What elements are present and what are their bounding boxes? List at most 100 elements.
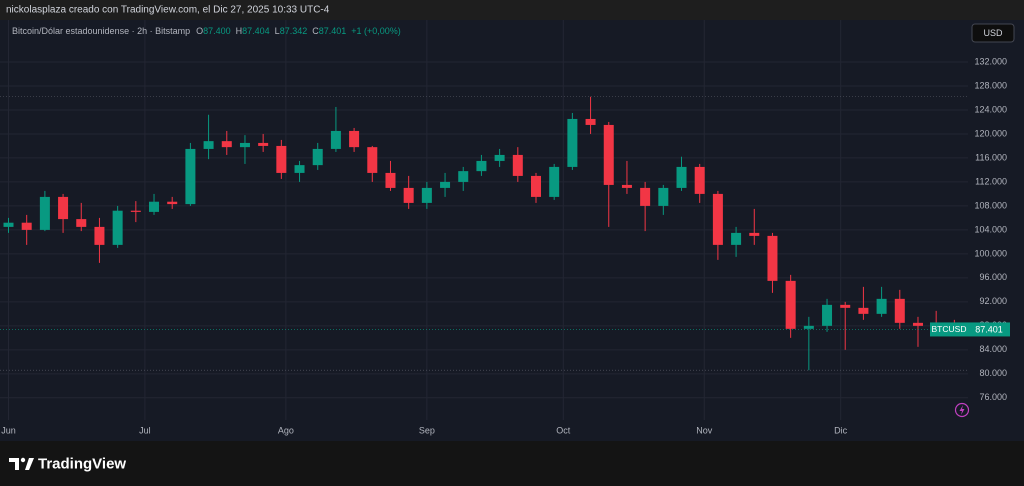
candle-body xyxy=(167,201,178,205)
candle-body xyxy=(276,145,287,173)
x-tick-label: Sep xyxy=(419,425,435,435)
candle-body xyxy=(585,118,596,125)
symbol: Bitcoin/Dólar estadounidense · 2h · Bits… xyxy=(12,26,190,36)
chart-panel xyxy=(0,20,1024,441)
candle-body xyxy=(621,184,632,188)
y-tick-label: 108.000 xyxy=(974,200,1007,210)
x-tick-label: Dic xyxy=(834,425,847,435)
currency-label: USD xyxy=(983,28,1003,38)
candle-body xyxy=(731,232,742,245)
y-tick-label: 76.000 xyxy=(979,392,1007,402)
candle-body xyxy=(712,193,723,245)
candle-body xyxy=(440,181,451,188)
candle-body xyxy=(658,187,669,206)
logo-dot xyxy=(20,457,26,463)
candle-body xyxy=(258,142,269,146)
alert-icon[interactable] xyxy=(954,402,970,418)
candle-body xyxy=(385,172,396,188)
h-label: H xyxy=(236,26,243,36)
footer xyxy=(0,441,1024,486)
candle-body xyxy=(749,232,760,236)
candle-body xyxy=(476,160,487,172)
candle-body xyxy=(330,130,341,149)
candle-body xyxy=(458,171,469,182)
candle-body xyxy=(912,322,923,326)
candle-body xyxy=(21,222,32,230)
currency-button[interactable] xyxy=(971,23,1015,43)
candle-body xyxy=(640,187,651,206)
x-tick-label: Jul xyxy=(139,425,151,435)
candle-body xyxy=(39,196,50,230)
candle-body xyxy=(421,187,432,203)
candle-body xyxy=(676,166,687,188)
candle-body xyxy=(603,124,614,185)
candle-body xyxy=(349,130,360,148)
x-tick-label: Oct xyxy=(556,425,571,435)
y-tick-label: 128.000 xyxy=(974,80,1007,90)
o-value: 87.400 xyxy=(203,26,231,36)
last-price-value: 87.401 xyxy=(975,324,1003,334)
candle-body xyxy=(130,210,141,212)
candle-body xyxy=(58,196,69,220)
candle-body xyxy=(822,304,833,326)
c-label: C xyxy=(312,26,319,36)
last-price-name-box xyxy=(930,322,968,337)
candle-body xyxy=(294,165,305,173)
candle-body xyxy=(694,166,705,194)
candle-body xyxy=(3,222,14,227)
candle-body xyxy=(494,154,505,161)
candle-body xyxy=(76,219,87,227)
candle-body xyxy=(203,141,214,149)
o-label: O xyxy=(196,26,203,36)
brand-name: TradingView xyxy=(38,455,126,472)
h-value: 87.404 xyxy=(242,26,270,36)
y-tick-label: 124.000 xyxy=(974,104,1007,114)
candle-body xyxy=(221,141,232,148)
candle-body xyxy=(785,280,796,329)
y-tick-label: 116.000 xyxy=(975,152,1007,162)
candle-body xyxy=(149,201,160,212)
plot-area: 76.00080.00084.00088.00092.00096.000100.… xyxy=(0,20,1010,435)
candle-body xyxy=(876,298,887,314)
brand-logo xyxy=(9,457,34,470)
last-price-name: BTCUSD xyxy=(932,324,967,334)
legend-symbol: Bitcoin/Dólar estadounidense · 2h · Bits… xyxy=(12,26,401,36)
candle-body xyxy=(239,142,250,148)
y-tick-label: 100.000 xyxy=(974,248,1007,258)
logo-part xyxy=(9,458,19,470)
y-tick-label: 96.000 xyxy=(979,272,1007,282)
y-tick-label: 92.000 xyxy=(979,296,1007,306)
alert-bolt xyxy=(959,405,965,415)
logo-part xyxy=(25,458,34,470)
l-value: 87.342 xyxy=(280,26,308,36)
candle-body xyxy=(549,166,560,197)
y-tick-label: 112.000 xyxy=(975,176,1007,186)
candle-body xyxy=(840,304,851,308)
header-text: nickolasplaza creado con TradingView.com… xyxy=(6,5,330,16)
y-tick-label: 80.000 xyxy=(979,368,1007,378)
candle-body xyxy=(512,154,523,176)
candle-body xyxy=(767,235,778,281)
candle-body xyxy=(403,187,414,203)
x-tick-label: Ago xyxy=(278,425,294,435)
y-tick-label: 120.000 xyxy=(974,128,1007,138)
l-label: L xyxy=(275,26,280,36)
c-value: 87.401 xyxy=(319,26,347,36)
y-tick-label: 84.000 xyxy=(979,344,1007,354)
candle-body xyxy=(567,118,578,167)
candle-body xyxy=(112,210,123,245)
candle-body xyxy=(312,148,323,166)
y-tick-label: 132.000 xyxy=(974,56,1007,66)
y-tick-label: 104.000 xyxy=(974,224,1007,234)
x-tick-label: Nov xyxy=(696,425,713,435)
candle-body xyxy=(858,307,869,314)
candle-body xyxy=(530,175,541,197)
candle-body xyxy=(185,148,196,205)
candle-body xyxy=(94,226,105,245)
last-price-value-box xyxy=(968,322,1010,337)
x-tick-label: Jun xyxy=(1,425,16,435)
candle-body xyxy=(367,147,378,173)
change: +1 (+0,00%) xyxy=(351,26,401,36)
candle-body xyxy=(894,298,905,323)
